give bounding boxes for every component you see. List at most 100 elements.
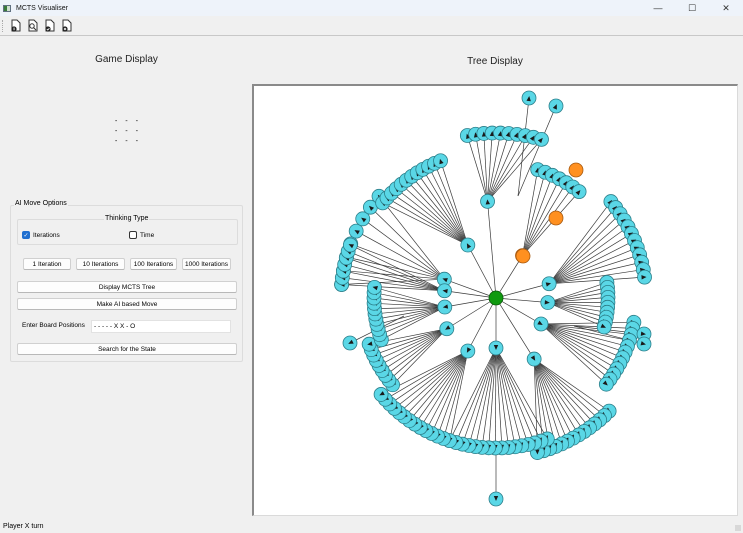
search-state-button[interactable]: Search for the State bbox=[17, 343, 237, 355]
tree-node[interactable] bbox=[548, 98, 564, 114]
tree-node[interactable] bbox=[437, 299, 453, 315]
tree-edge bbox=[376, 328, 447, 361]
close-file-button[interactable] bbox=[58, 18, 75, 34]
tree-edge bbox=[374, 287, 445, 308]
tree-edge bbox=[522, 186, 574, 256]
tree-edge bbox=[495, 255, 523, 299]
highlighted-node[interactable] bbox=[548, 210, 564, 226]
tree-node[interactable] bbox=[373, 387, 389, 402]
tree-node[interactable] bbox=[636, 336, 652, 352]
time-checkbox[interactable]: Time bbox=[129, 231, 154, 239]
tree-node[interactable] bbox=[526, 351, 542, 367]
tree-node[interactable] bbox=[433, 153, 448, 169]
board-positions-input[interactable]: - - - - - X X - O bbox=[91, 320, 231, 333]
tree-edge bbox=[379, 306, 445, 336]
arrow-icon bbox=[489, 131, 495, 137]
arrow-icon bbox=[544, 300, 550, 305]
tree-edge bbox=[517, 105, 557, 197]
tree-edge bbox=[422, 169, 469, 246]
iterations-checkbox[interactable]: ✓ Iterations bbox=[22, 231, 60, 239]
tree-node[interactable] bbox=[488, 491, 504, 507]
make-ai-move-button[interactable]: Make AI based Move bbox=[17, 298, 237, 310]
tree-edge bbox=[475, 134, 488, 202]
root-node[interactable] bbox=[488, 290, 504, 306]
tree-edge bbox=[522, 182, 567, 256]
tree-node[interactable] bbox=[342, 237, 358, 253]
tree-node[interactable] bbox=[571, 184, 587, 200]
search-file-button[interactable] bbox=[24, 18, 41, 34]
tree-edge bbox=[344, 264, 445, 292]
tree-node[interactable] bbox=[348, 223, 364, 239]
tree-node[interactable] bbox=[460, 343, 476, 359]
tree-edge bbox=[549, 269, 644, 285]
tree-edge bbox=[548, 219, 625, 285]
tree-edge bbox=[548, 207, 616, 284]
tree-edge bbox=[462, 347, 497, 445]
highlighted-node[interactable] bbox=[515, 248, 531, 264]
tree-edge bbox=[540, 323, 626, 353]
tree-edge bbox=[449, 347, 497, 441]
arrow-icon bbox=[445, 325, 451, 330]
save-file-icon bbox=[44, 19, 54, 32]
tree-node[interactable] bbox=[362, 199, 378, 215]
resize-grip[interactable] bbox=[735, 525, 741, 531]
tree-edge bbox=[446, 297, 497, 330]
tree-node[interactable] bbox=[596, 319, 612, 335]
display-mcts-tree-button[interactable]: Display MCTS Tree bbox=[17, 281, 237, 293]
arrow-icon bbox=[348, 244, 355, 249]
new-file-button[interactable] bbox=[7, 18, 24, 34]
tree-node[interactable] bbox=[598, 376, 614, 392]
close-button[interactable]: ✕ bbox=[722, 2, 730, 13]
tree-edge bbox=[350, 244, 445, 292]
mcts-tree-graph[interactable] bbox=[254, 86, 738, 516]
tree-node[interactable] bbox=[367, 279, 382, 295]
tree-node[interactable] bbox=[355, 211, 371, 227]
maximize-button[interactable]: ☐ bbox=[687, 2, 697, 13]
tree-edge bbox=[487, 134, 518, 202]
tree-edge bbox=[548, 201, 612, 284]
tree-node[interactable] bbox=[488, 340, 504, 356]
arrow-icon bbox=[600, 323, 607, 328]
arrow-icon bbox=[575, 190, 581, 196]
tree-node[interactable] bbox=[342, 335, 358, 351]
tree-edge bbox=[549, 276, 645, 285]
tree-node[interactable] bbox=[540, 295, 556, 310]
tree-canvas[interactable] bbox=[252, 84, 738, 516]
tree-edge bbox=[449, 350, 469, 441]
tree-edge bbox=[495, 283, 550, 299]
toolbar-grip[interactable] bbox=[2, 19, 4, 32]
highlighted-node[interactable] bbox=[568, 162, 584, 178]
minimize-button[interactable]: — bbox=[653, 3, 663, 13]
tree-edge bbox=[396, 188, 469, 246]
tree-edge bbox=[425, 350, 469, 431]
tree-node[interactable] bbox=[480, 193, 495, 209]
tree-edge bbox=[434, 163, 469, 246]
tree-edge bbox=[540, 323, 617, 370]
tree-node[interactable] bbox=[637, 269, 652, 285]
save-file-button[interactable] bbox=[41, 18, 58, 34]
tree-edge bbox=[440, 160, 469, 246]
one-iteration-button[interactable]: 1 Iteration bbox=[23, 258, 71, 270]
tree-edge bbox=[375, 306, 445, 320]
thousand-iterations-button[interactable]: 1000 Iterations bbox=[182, 258, 231, 270]
tree-node[interactable] bbox=[521, 90, 537, 106]
tree-node[interactable] bbox=[533, 316, 549, 332]
ten-iterations-button[interactable]: 10 Iterations bbox=[76, 258, 125, 270]
tree-edge bbox=[374, 292, 445, 308]
toolbar bbox=[0, 16, 743, 36]
tree-node[interactable] bbox=[534, 131, 549, 147]
tree-edge bbox=[373, 328, 447, 356]
tree-edge bbox=[348, 251, 445, 292]
tree-node[interactable] bbox=[439, 321, 455, 337]
hundred-iterations-button[interactable]: 100 Iterations bbox=[130, 258, 177, 270]
tree-node[interactable] bbox=[361, 336, 377, 352]
tree-edge bbox=[404, 350, 469, 417]
tree-node[interactable] bbox=[436, 271, 452, 287]
tree-edge bbox=[488, 347, 497, 448]
tree-edge bbox=[533, 358, 605, 416]
arrow-icon bbox=[367, 341, 373, 346]
tree-node[interactable] bbox=[460, 237, 476, 253]
tree-node[interactable] bbox=[437, 283, 452, 299]
tree-edge bbox=[378, 306, 445, 330]
tree-node[interactable] bbox=[541, 276, 557, 292]
